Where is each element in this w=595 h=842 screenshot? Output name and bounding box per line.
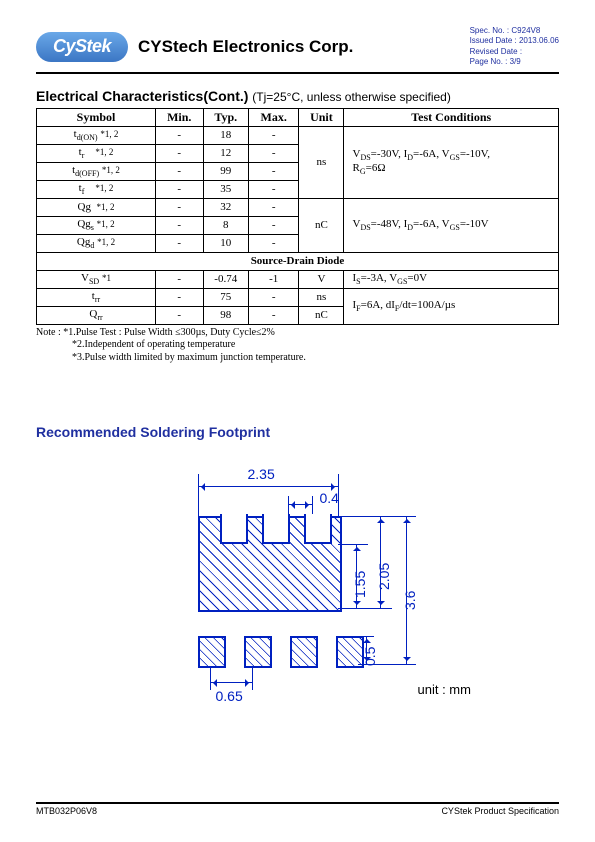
page-footer: MTB032P06V8 CYStek Product Specification [36,802,559,816]
spec-info: Spec. No. : C924V8 Issued Date : 2013.06… [470,26,559,68]
col-max: Max. [249,108,299,126]
elec-char-title: Electrical Characteristics(Cont.) (Tj=25… [36,88,559,104]
footprint-pads [198,636,364,668]
col-unit: Unit [299,108,344,126]
company-name: CYStech Electronics Corp. [138,37,470,57]
footer-left: MTB032P06V8 [36,806,97,816]
table-notes: Note : *1.Pulse Test : Pulse Width ≤300µ… [36,327,559,365]
unit-label: unit : mm [418,682,471,697]
logo-text: CyStek [53,36,111,57]
footprint-diagram: 2.35 0.4 1.55 2.05 3.6 0.5 0.65 [108,460,488,720]
logo: CyStek [36,32,128,62]
footprint-title: Recommended Soldering Footprint [36,424,559,440]
col-tc: Test Conditions [344,108,559,126]
col-symbol: Symbol [37,108,156,126]
col-min: Min. [156,108,204,126]
page-header: CyStek CYStech Electronics Corp. Spec. N… [36,26,559,74]
col-typ: Typ. [203,108,248,126]
footer-right: CYStek Product Specification [441,806,559,816]
elec-char-table: Symbol Min. Typ. Max. Unit Test Conditio… [36,108,559,325]
